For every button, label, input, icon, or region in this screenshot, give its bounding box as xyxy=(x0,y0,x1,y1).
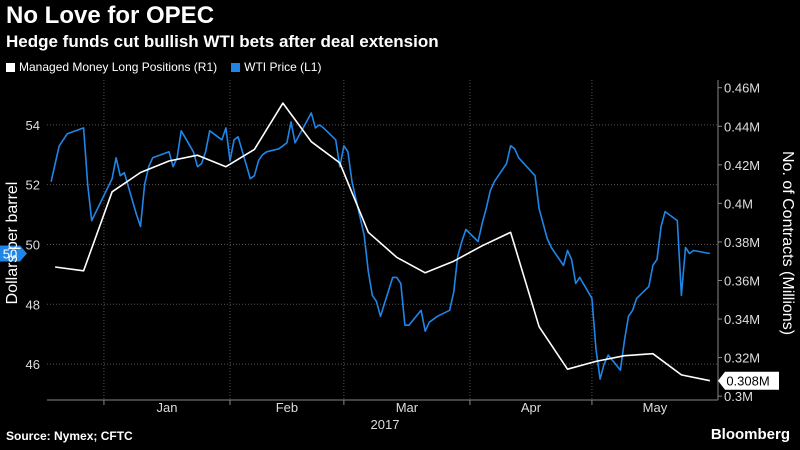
y-right-tick-label: 0.32M xyxy=(724,351,760,366)
legend-label-positions: Managed Money Long Positions (R1) xyxy=(19,60,218,74)
y-left-tick-label: 50 xyxy=(26,237,40,252)
source-note: Source: Nymex; CFTC xyxy=(6,429,133,443)
wti-line xyxy=(50,112,711,380)
y-right-tick-label: 0.4M xyxy=(724,196,753,211)
y-right-tick-label: 0.36M xyxy=(724,273,760,288)
positions-last-value-label: 0.308M xyxy=(726,374,769,389)
y-axis-left-title: Dollars per barrel xyxy=(4,182,21,305)
positions-line xyxy=(54,102,711,382)
y-axis-right: 0.3M 0.32M 0.34M 0.36M 0.38M 0.4M 0.42M 0.44M 0.… xyxy=(718,81,760,404)
chart-title: No Love for OPEC xyxy=(6,2,215,29)
y-left-tick-label: 52 xyxy=(26,178,40,193)
wti-last-value-flag xyxy=(0,245,27,262)
y-right-tick-label: 0.44M xyxy=(724,119,760,134)
x-tick-label: Feb xyxy=(276,400,298,415)
y-left-tick-label: 48 xyxy=(26,297,40,312)
y-left-tick-label: 54 xyxy=(26,118,40,133)
chart-subtitle: Hedge funds cut bullish WTI bets after d… xyxy=(6,32,439,51)
series-lines xyxy=(50,102,711,382)
y-right-tick-label: 0.42M xyxy=(724,158,760,173)
y-right-tick-label: 0.38M xyxy=(724,235,760,250)
x-tick-label: Jan xyxy=(156,400,177,415)
grid xyxy=(47,80,719,405)
x-tick-label: May xyxy=(643,400,668,415)
y-right-tick-label: 0.34M xyxy=(724,312,760,327)
x-tick-label: Apr xyxy=(521,400,542,415)
legend-item-positions: Managed Money Long Positions (R1) xyxy=(6,60,217,74)
y-right-tick-label: 0.46M xyxy=(724,81,760,96)
x-tick-label: Mar xyxy=(396,400,419,415)
positions-last-value-flag xyxy=(718,371,779,390)
y-axis-right-title: No. of Contracts (Millions) xyxy=(779,151,796,335)
y-left-tick-label: 46 xyxy=(26,357,40,372)
wti-last-value-label: 50 xyxy=(3,246,17,261)
legend-item-wti: WTI Price (L1) xyxy=(231,60,321,74)
legend: Managed Money Long Positions (R1) WTI Pr… xyxy=(6,60,321,74)
legend-label-wti: WTI Price (L1) xyxy=(244,60,322,74)
bloomberg-logo: Bloomberg xyxy=(710,426,790,443)
legend-swatch-positions xyxy=(6,62,15,72)
x-axis-year-label: 2017 xyxy=(371,417,400,432)
last-value-markers: 50 0.308M xyxy=(0,245,779,390)
y-right-tick-label: 0.3M xyxy=(724,389,753,404)
y-axis-left: 46 48 50 52 54 xyxy=(26,118,40,372)
x-axis: Jan Feb Mar Apr May xyxy=(156,400,667,415)
legend-swatch-wti xyxy=(231,62,241,72)
